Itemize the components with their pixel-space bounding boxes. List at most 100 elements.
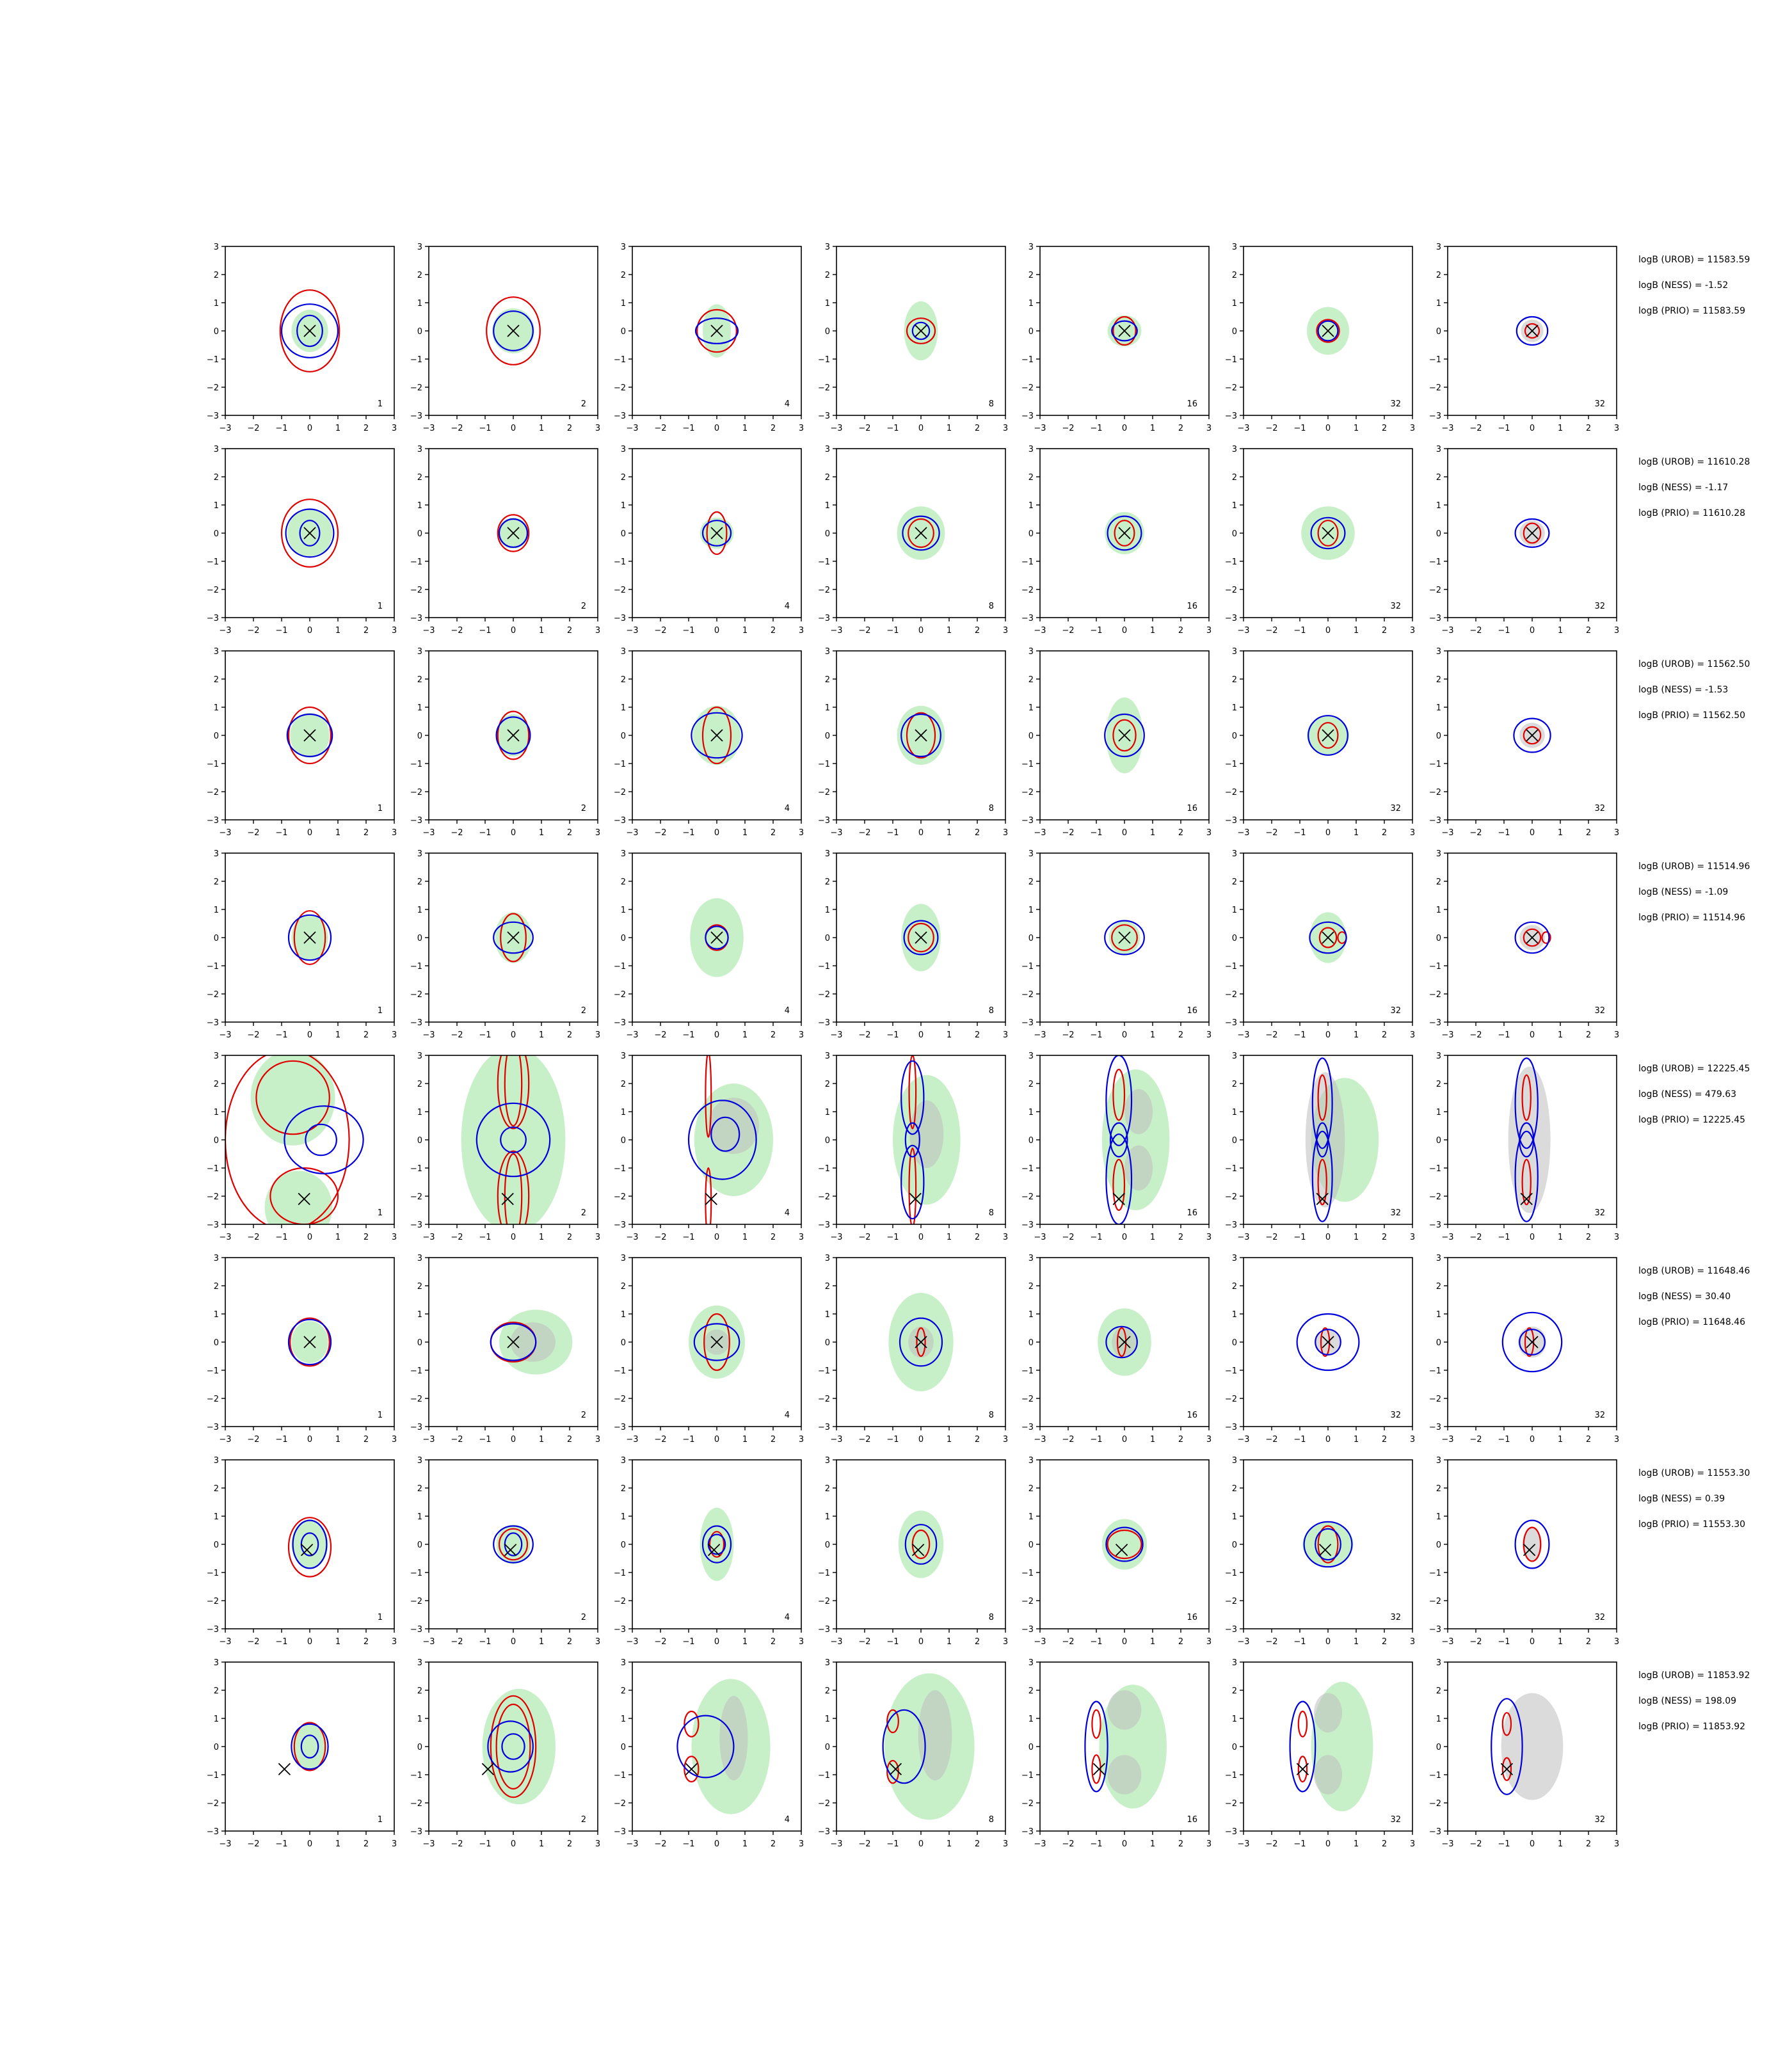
y-tick-label: 3	[1436, 647, 1441, 657]
blue-contour	[1514, 1130, 1539, 1222]
panel-plot-area	[901, 904, 941, 972]
true-value-marker	[710, 1336, 723, 1348]
x-tick-label: 3	[799, 1030, 804, 1040]
y-tick-label: −1	[1021, 760, 1034, 769]
y-tick-label: 0	[1232, 327, 1237, 337]
x-tick-label: 1	[1558, 1030, 1563, 1040]
x-tick-label: −1	[682, 626, 694, 636]
y-tick-label: 2	[1028, 473, 1034, 483]
y-tick-label: 2	[1436, 1282, 1441, 1292]
x-tick-label: 2	[771, 1637, 776, 1647]
x-tick-label: 0	[511, 626, 516, 636]
x-tick-label: 0	[714, 1839, 719, 1849]
y-tick-label: −3	[1429, 1018, 1441, 1028]
x-tick-label: 0	[918, 626, 924, 636]
y-tick-label: 2	[1232, 1686, 1237, 1696]
x-tick-label: 0	[1122, 1030, 1127, 1040]
y-tick-label: −1	[207, 1569, 219, 1578]
x-tick-label: 2	[975, 1637, 980, 1647]
x-tick-label: −3	[422, 828, 435, 838]
red-contour	[886, 1709, 899, 1734]
panel-plot-area	[225, 1055, 364, 1224]
y-tick-label: 3	[1436, 1052, 1441, 1061]
y-tick-label: −2	[818, 383, 830, 393]
blue-contour	[1111, 320, 1138, 342]
x-tick-label: −3	[626, 1637, 638, 1647]
x-tick-label: 3	[1614, 626, 1619, 636]
x-tick-label: 3	[1410, 1839, 1415, 1849]
panel: −3−3 −2 −2 −1 −1 0 0 1 1 2 2 3 3 32	[1225, 1052, 1415, 1242]
panel: −3−3 −2 −2 −1 −1 0 0 1 1 2 2 3 3 32	[1429, 1254, 1619, 1444]
x-tick-label: 2	[1382, 626, 1387, 636]
red-contour	[705, 1055, 712, 1138]
gray-density-region	[1107, 1755, 1142, 1795]
x-tick-label: −2	[654, 1637, 666, 1647]
x-tick-label: 0	[1530, 1030, 1535, 1040]
x-tick-label: 0	[307, 1637, 312, 1647]
y-tick-label: 3	[214, 1456, 219, 1466]
x-tick-label: −1	[1090, 1839, 1102, 1849]
y-tick-label: 2	[825, 1080, 830, 1089]
x-tick-label: −3	[1237, 828, 1249, 838]
y-tick-label: 2	[214, 271, 219, 280]
red-contour	[486, 296, 541, 365]
x-tick-label: 2	[771, 1839, 776, 1849]
y-tick-label: 3	[621, 243, 626, 252]
panel-count-label: 4	[785, 1006, 790, 1016]
true-value-marker	[1322, 1336, 1334, 1348]
x-tick-label: 1	[1150, 424, 1155, 433]
x-tick-label: −1	[275, 1435, 287, 1444]
x-tick-label: −1	[1498, 1030, 1510, 1040]
y-tick-label: 1	[214, 1512, 219, 1522]
y-tick-label: −3	[1021, 1423, 1034, 1432]
y-tick-label: 3	[1232, 1254, 1237, 1263]
x-tick-label: −2	[1265, 626, 1277, 636]
panel-count-label: 8	[989, 1815, 994, 1825]
x-tick-label: 3	[799, 828, 804, 838]
x-tick-label: 0	[918, 1435, 924, 1444]
y-tick-label: −1	[818, 557, 830, 567]
x-tick-label: −3	[1237, 1839, 1249, 1849]
y-tick-label: 3	[1436, 1658, 1441, 1668]
x-tick-label: 3	[1614, 1435, 1619, 1444]
x-tick-label: 1	[335, 828, 340, 838]
panel: −3−3 −2 −2 −1 −1 0 0 1 1 2 2 3 3 32	[1225, 647, 1415, 838]
blue-contour	[1491, 1698, 1523, 1795]
y-tick-label: 2	[1232, 1282, 1237, 1292]
y-tick-label: 0	[621, 1743, 626, 1752]
x-tick-label: 2	[975, 828, 980, 838]
logb-annotation: logB (PRIO) = 11562.50	[1638, 710, 1745, 721]
x-tick-label: 3	[1410, 1637, 1415, 1647]
panel-plot-area	[1301, 506, 1355, 560]
y-tick-label: 0	[825, 327, 830, 337]
true-value-marker	[710, 324, 723, 337]
x-tick-label: 2	[1382, 828, 1387, 838]
blue-contour	[904, 1524, 938, 1565]
x-tick-label: 0	[918, 1030, 924, 1040]
y-tick-label: 1	[1232, 703, 1237, 713]
y-tick-label: −2	[410, 1799, 422, 1809]
logb-annotation: logB (NESS) = -1.52	[1638, 280, 1728, 291]
x-tick-label: −2	[247, 1030, 259, 1040]
panel-plot-area	[676, 1679, 771, 1814]
x-tick-label: −3	[1034, 1637, 1046, 1647]
y-tick-label: 3	[825, 1456, 830, 1466]
gray-density-region	[1522, 1527, 1542, 1562]
x-tick-label: 3	[1410, 828, 1415, 838]
x-tick-label: −1	[1090, 828, 1102, 838]
x-tick-label: −1	[1498, 626, 1510, 636]
y-tick-label: −3	[410, 1220, 422, 1230]
y-tick-label: 3	[1232, 647, 1237, 657]
y-tick-label: 1	[1436, 906, 1441, 915]
y-tick-label: 1	[1028, 1715, 1034, 1724]
red-contour	[1112, 1158, 1126, 1212]
y-tick-label: −3	[1021, 1625, 1034, 1635]
y-tick-label: 0	[214, 1136, 219, 1146]
y-tick-label: 2	[417, 1080, 422, 1089]
y-tick-label: −3	[1225, 1827, 1237, 1837]
y-tick-label: −3	[207, 1018, 219, 1028]
y-tick-label: −2	[818, 1799, 830, 1809]
x-tick-label: −2	[1265, 828, 1277, 838]
blue-contour	[284, 1105, 364, 1174]
y-tick-label: 1	[214, 1310, 219, 1320]
